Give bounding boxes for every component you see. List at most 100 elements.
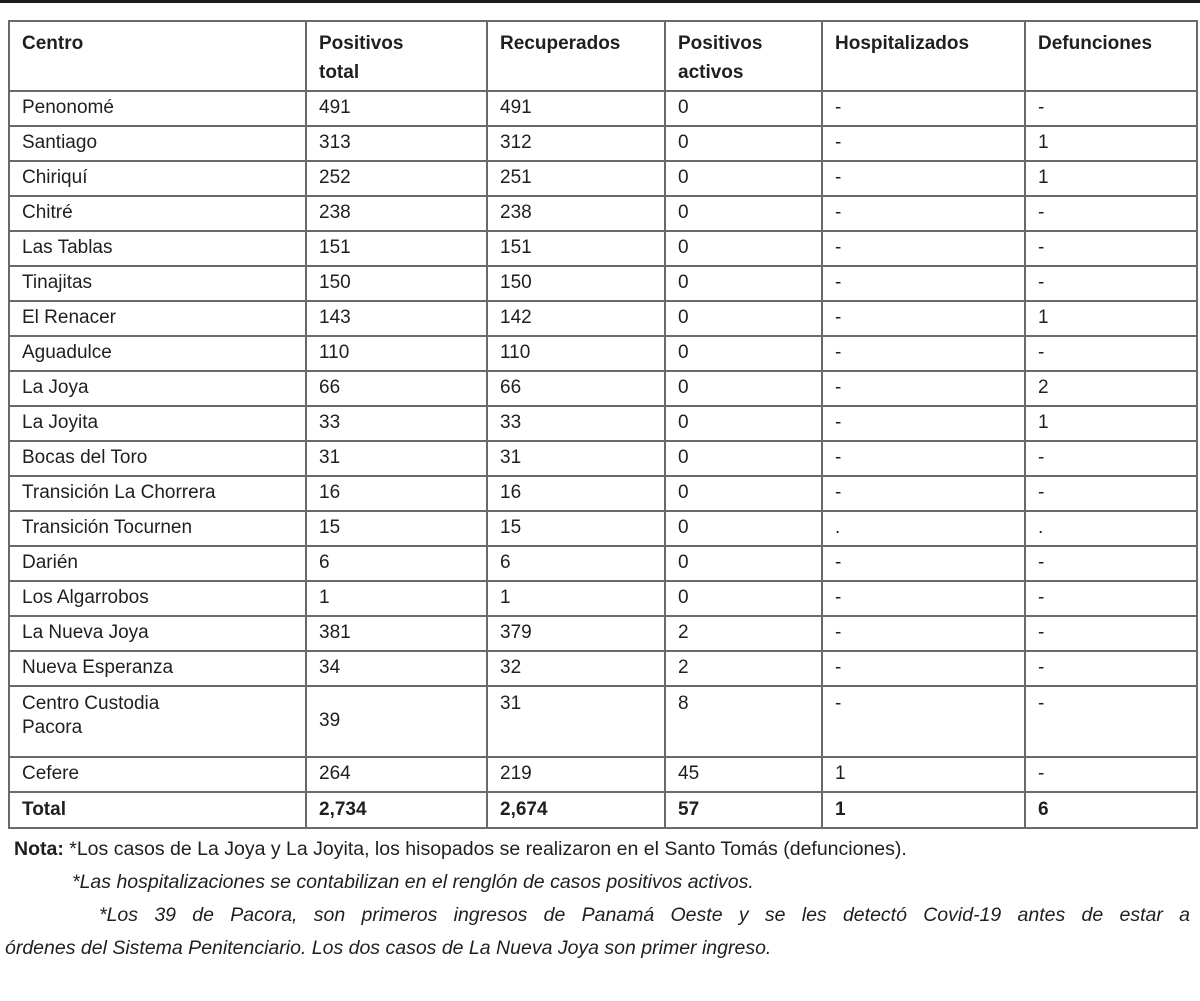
value-cell: 0 [664, 369, 823, 407]
top-horizontal-rule [0, 0, 1200, 3]
note-line-1: Nota: *Los casos de La Joya y La Joyita,… [14, 833, 1190, 866]
total-defunciones: 6 [1024, 790, 1198, 829]
table-row: Los Algarrobos 1 1 0- - [8, 579, 1198, 617]
value-cell: - [1024, 89, 1198, 127]
value-cell: 1 [1024, 299, 1198, 337]
value-cell: 31 [486, 439, 666, 477]
value-cell: - [821, 684, 1026, 758]
value-cell: 0 [664, 264, 823, 302]
table-row: Bocas del Toro 31 31 0- - [8, 439, 1198, 477]
table-row: Centro Custodia Pacora 39 31 8- - [8, 684, 1198, 758]
centro-cell: La Nueva Joya [8, 614, 307, 652]
table-row: La Nueva Joya 381 379 2- - [8, 614, 1198, 652]
value-cell: - [821, 229, 1026, 267]
value-cell: 0 [664, 159, 823, 197]
table-row: La Joya 66 66 0-2 [8, 369, 1198, 407]
header-positivos-total: Positivos total [305, 20, 488, 92]
note-line-4: órdenes del Sistema Penitenciario. Los d… [5, 937, 772, 959]
value-cell: 0 [664, 194, 823, 232]
value-cell: - [821, 474, 1026, 512]
note-label: Nota: [14, 838, 64, 860]
footer-notes: Nota: *Los casos de La Joya y La Joyita,… [5, 833, 1190, 965]
value-cell: - [821, 579, 1026, 617]
centro-cell: Transición Tocurnen [8, 509, 307, 547]
value-cell: 2 [664, 614, 823, 652]
value-cell: 31 [305, 439, 488, 477]
header-hospitalizados: Hospitalizados [821, 20, 1026, 92]
note-text-1: *Los casos de La Joya y La Joyita, los h… [63, 838, 907, 860]
value-cell: 1 [1024, 404, 1198, 442]
value-cell: 66 [305, 369, 488, 407]
value-cell: 8 [664, 684, 823, 758]
value-cell: 33 [486, 404, 666, 442]
value-cell: 143 [305, 299, 488, 337]
value-cell: 251 [486, 159, 666, 197]
value-cell: 150 [486, 264, 666, 302]
table-row: Nueva Esperanza 34 32 2- - [8, 649, 1198, 687]
value-cell: - [821, 159, 1026, 197]
value-cell: 0 [664, 544, 823, 582]
table-row: Aguadulce 110 110 0- - [8, 334, 1198, 372]
value-cell: 0 [664, 299, 823, 337]
total-activos: 57 [664, 790, 823, 829]
value-cell: 110 [305, 334, 488, 372]
value-cell: - [1024, 439, 1198, 477]
value-cell: 151 [305, 229, 488, 267]
value-cell: . [1024, 509, 1198, 547]
value-cell: 312 [486, 124, 666, 162]
value-cell: 0 [664, 124, 823, 162]
value-cell: 0 [664, 579, 823, 617]
value-cell: 381 [305, 614, 488, 652]
centro-cell: Chitré [8, 194, 307, 232]
value-cell: 33 [305, 404, 488, 442]
centro-cell: Nueva Esperanza [8, 649, 307, 687]
value-cell: - [821, 649, 1026, 687]
value-cell: 491 [486, 89, 666, 127]
value-cell: - [821, 194, 1026, 232]
centro-cell: Santiago [8, 124, 307, 162]
header-recuperados: Recuperados [486, 20, 666, 92]
value-cell: 2 [1024, 369, 1198, 407]
header-defunciones: Defunciones [1024, 20, 1198, 92]
value-cell: 0 [664, 334, 823, 372]
value-cell: - [1024, 649, 1198, 687]
table-row: Tinajitas 150 150 0- - [8, 264, 1198, 302]
centro-cell: Penonomé [8, 89, 307, 127]
centro-cell: Transición La Chorrera [8, 474, 307, 512]
value-cell: - [821, 369, 1026, 407]
table-row: Chiriquí 252 251 0-1 [8, 159, 1198, 197]
value-cell: - [821, 264, 1026, 302]
value-cell: 45 [664, 755, 823, 793]
value-cell: - [821, 544, 1026, 582]
value-cell: - [821, 299, 1026, 337]
value-cell: 31 [486, 684, 666, 758]
centro-cell: Los Algarrobos [8, 579, 307, 617]
centro-cell: Bocas del Toro [8, 439, 307, 477]
value-cell: . [821, 509, 1026, 547]
value-cell: - [821, 439, 1026, 477]
table-row: Transición Tocurnen 15 15 0.. [8, 509, 1198, 547]
centro-cell: Cefere [8, 755, 307, 793]
table-row: Chitré 238 238 0- - [8, 194, 1198, 232]
value-cell: - [1024, 684, 1198, 758]
value-cell: 2 [664, 649, 823, 687]
value-cell: 6 [486, 544, 666, 582]
total-hospitalizados: 1 [821, 790, 1026, 829]
value-cell: 16 [486, 474, 666, 512]
table-header: Centro Positivos total Recuperados Posit… [8, 20, 1198, 92]
value-cell: - [821, 89, 1026, 127]
total-row: Total 2,734 2,674 57 1 6 [8, 790, 1198, 829]
value-cell: 16 [305, 474, 488, 512]
centro-cell: La Joyita [8, 404, 307, 442]
value-cell: 0 [664, 474, 823, 512]
header-row: Centro Positivos total Recuperados Posit… [8, 20, 1198, 92]
value-cell: 238 [305, 194, 488, 232]
value-cell: - [1024, 755, 1198, 793]
value-cell: - [1024, 614, 1198, 652]
centro-cell: Centro Custodia Pacora [8, 684, 307, 758]
table-row: Las Tablas 151 151 0- - [8, 229, 1198, 267]
centro-cell: Tinajitas [8, 264, 307, 302]
value-cell: 39 [305, 684, 488, 758]
value-cell: 15 [305, 509, 488, 547]
total-positivos: 2,734 [305, 790, 488, 829]
